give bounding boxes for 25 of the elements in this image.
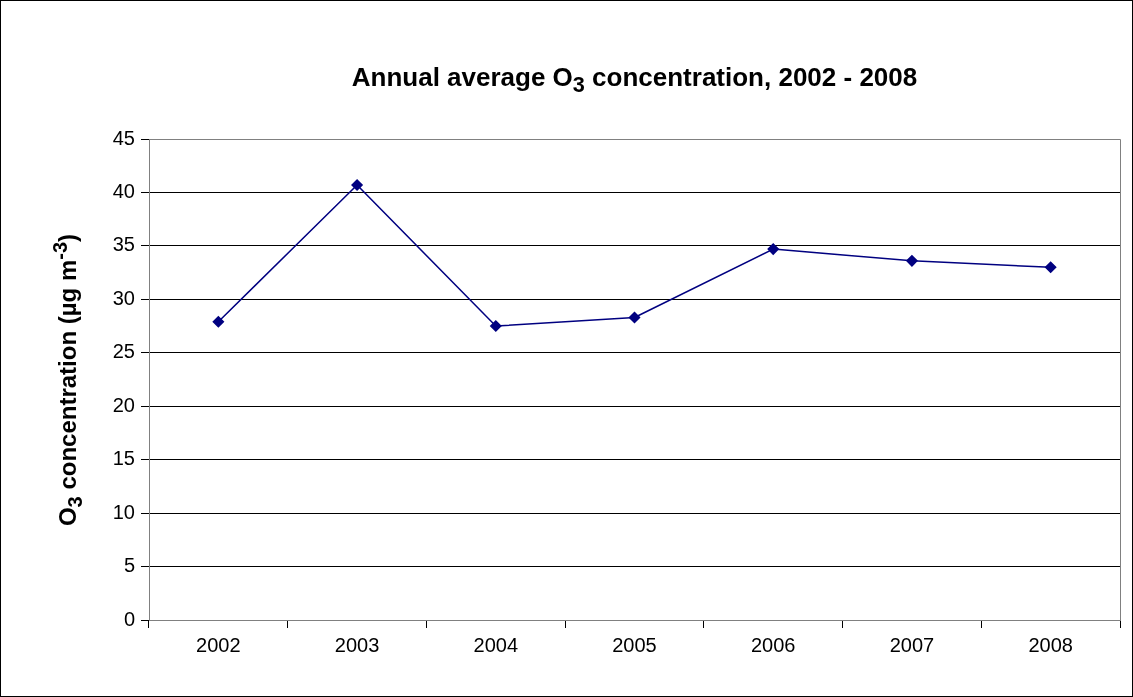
y-tick-label: 0 <box>123 607 135 630</box>
y-tick-label: 30 <box>112 286 135 309</box>
x-tick-label: 2002 <box>196 633 241 656</box>
y-tick-label: 20 <box>112 393 135 416</box>
y-tick-label: 5 <box>123 554 135 577</box>
x-tick-label: 2008 <box>1028 633 1073 656</box>
point <box>767 243 779 255</box>
y-tick-label: 25 <box>112 340 135 363</box>
point <box>628 311 641 324</box>
x-tick-label: 2003 <box>334 633 380 656</box>
y-tick-label: 35 <box>112 233 135 256</box>
x-tick-label: 2004 <box>473 633 519 656</box>
x-tick-label: 2005 <box>612 633 657 656</box>
point <box>1044 261 1057 274</box>
x-tick-label: 2006 <box>750 633 796 656</box>
point <box>351 179 363 191</box>
point <box>906 255 918 267</box>
point <box>212 316 225 328</box>
y-tick-label: 10 <box>112 500 135 523</box>
y-tick-label: 40 <box>112 179 135 202</box>
point <box>490 320 502 332</box>
chart-title: Annual average O$_{3}$ concentration, 2002 - 2008 <box>350 62 919 99</box>
y-tick-label: 15 <box>112 447 135 470</box>
y-tick-label: 45 <box>112 126 135 149</box>
x-tick-label: 2007 <box>889 633 935 656</box>
